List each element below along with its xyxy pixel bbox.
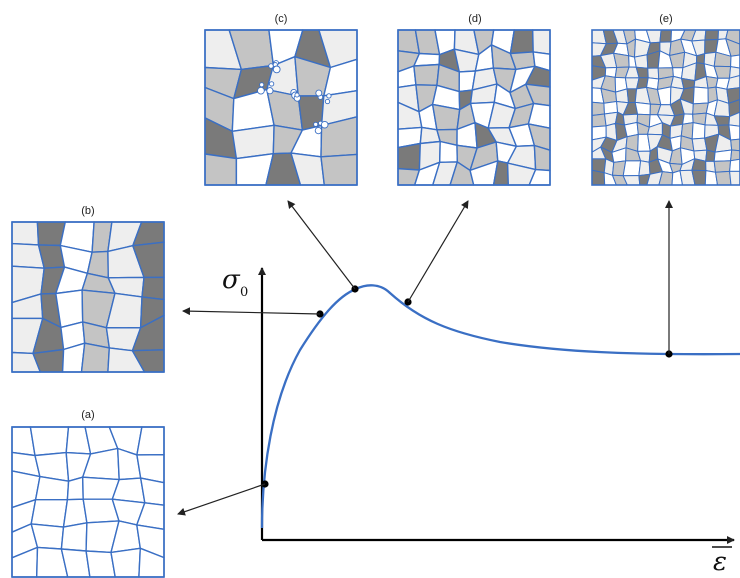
grain (726, 87, 740, 104)
grain (634, 54, 649, 69)
panel-frame (11, 221, 165, 373)
grain (34, 475, 70, 501)
panel-label-d: (d) (468, 13, 481, 25)
panel-frame (204, 29, 358, 186)
grain (696, 53, 706, 65)
grain (715, 170, 732, 186)
grain (634, 101, 651, 116)
microstructure-panel-e (591, 29, 740, 186)
microstructure-panel-c (204, 29, 358, 186)
grain (705, 149, 716, 162)
microstructure-panel-a (11, 426, 165, 578)
grain (669, 51, 686, 69)
panel-frame (591, 29, 740, 186)
grain (80, 342, 111, 373)
new-grain (320, 120, 329, 129)
x-axis-symbol: ε (713, 547, 727, 577)
panel-label-b: (b) (81, 205, 94, 217)
grain (533, 144, 551, 172)
grain (413, 63, 440, 87)
panel-label-a: (a) (81, 409, 94, 421)
grain (30, 499, 69, 528)
new-grain (268, 81, 275, 87)
grain (692, 86, 709, 105)
grain (713, 160, 732, 173)
grain (60, 522, 88, 552)
y-axis-symbol: σ (222, 265, 241, 295)
grain (726, 75, 740, 90)
flow-stress-curve (260, 284, 740, 529)
panel-label-e: (e) (659, 13, 672, 25)
grain (730, 149, 740, 162)
grain (29, 426, 70, 457)
grain (11, 221, 40, 246)
grain (729, 170, 740, 186)
grain (730, 54, 740, 69)
arrow-to-panel-c (287, 200, 356, 290)
new-grain (314, 126, 323, 135)
new-grain (268, 63, 274, 69)
grain (204, 153, 238, 186)
grain (659, 29, 672, 43)
arrow-to-panel-a (177, 483, 266, 516)
grain (591, 169, 606, 186)
new-grain (326, 93, 332, 99)
grain (66, 476, 84, 501)
new-grain (294, 92, 300, 98)
grain (729, 158, 740, 172)
panel-frame (11, 426, 165, 578)
new-grain (266, 87, 274, 95)
grain (691, 122, 706, 140)
grain (55, 289, 84, 329)
grain (136, 426, 165, 456)
grain (638, 160, 651, 177)
panel-frame (397, 29, 551, 186)
grain (231, 124, 275, 160)
grain (110, 547, 142, 578)
new-grain (313, 121, 319, 127)
grain (591, 101, 605, 116)
grain (728, 111, 740, 127)
grain (613, 52, 630, 68)
grain (439, 140, 458, 164)
grain (397, 142, 421, 171)
grain (713, 149, 733, 162)
grain (591, 113, 607, 128)
new-grain (272, 65, 281, 74)
arrow-to-panel-b (182, 307, 321, 316)
grain (691, 158, 707, 172)
microstructure-panel-d (397, 29, 551, 186)
grain (509, 29, 534, 55)
grain (320, 153, 358, 186)
new-grain (259, 82, 265, 88)
grain (139, 477, 165, 506)
grain (728, 99, 740, 118)
grain (730, 138, 740, 152)
y-axis-subscript: 0 (240, 285, 248, 300)
grain (532, 29, 551, 55)
grain (431, 103, 461, 131)
new-grain (257, 86, 265, 95)
arrow-to-panel-d (407, 200, 469, 303)
grain (704, 29, 719, 41)
microstructure-panel-b (11, 221, 165, 373)
grain (141, 276, 165, 301)
panel-label-c: (c) (275, 13, 288, 25)
grain (729, 66, 740, 79)
grain (622, 160, 642, 177)
grain (728, 124, 740, 141)
new-grain (315, 89, 323, 97)
grain (725, 38, 740, 57)
new-grain (324, 98, 331, 105)
